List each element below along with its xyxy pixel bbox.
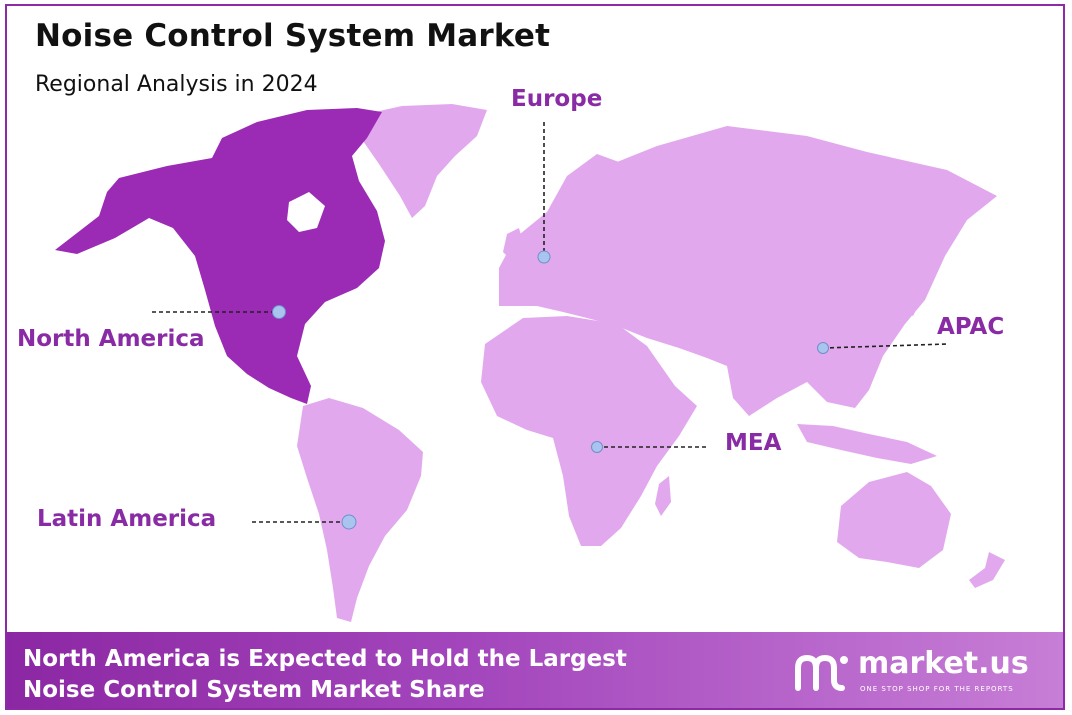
footer-banner: North America is Expected to Hold the La…: [7, 632, 1063, 708]
new-zealand-shape: [969, 552, 1005, 588]
north-america-marker: [272, 305, 286, 319]
uk-shape: [503, 228, 525, 262]
madagascar-shape: [655, 476, 671, 516]
mea-label: MEA: [725, 430, 782, 456]
south-america-shape: [297, 398, 423, 622]
japan-shape: [901, 268, 925, 316]
infographic-frame: Noise Control System Market Regional Ana…: [5, 4, 1065, 710]
north-america-shape: [55, 108, 385, 404]
europe-marker: [537, 250, 551, 264]
hudson-bay-shape: [287, 192, 325, 232]
africa-shape: [481, 316, 697, 546]
latin-america-marker: [341, 514, 357, 530]
footer-message: North America is Expected to Hold the La…: [23, 644, 627, 706]
brand-name: market.us: [858, 646, 1029, 681]
page-subtitle: Regional Analysis in 2024: [35, 72, 318, 97]
mea-marker: [591, 441, 603, 453]
scandinavia-shape: [547, 154, 619, 232]
world-map: [55, 104, 1005, 622]
footer-line-1: North America is Expected to Hold the La…: [23, 646, 627, 672]
apac-marker: [817, 342, 829, 354]
footer-line-2: Noise Control System Market Share: [23, 677, 485, 703]
brand-tagline: ONE STOP SHOP FOR THE REPORTS: [860, 685, 1014, 693]
apac-label: APAC: [937, 314, 1005, 340]
market-us-logo-icon: [795, 654, 848, 691]
australia-shape: [837, 472, 951, 568]
north-america-label: North America: [17, 326, 205, 352]
europe-label: Europe: [511, 86, 603, 112]
brand-logo: market.us ONE STOP SHOP FOR THE REPORTS: [792, 646, 1042, 698]
indonesia-shape: [797, 424, 937, 464]
greenland-shape: [357, 104, 487, 218]
latin-america-label: Latin America: [37, 506, 217, 532]
page-title: Noise Control System Market: [35, 18, 551, 54]
eurasia-shape: [499, 126, 997, 416]
